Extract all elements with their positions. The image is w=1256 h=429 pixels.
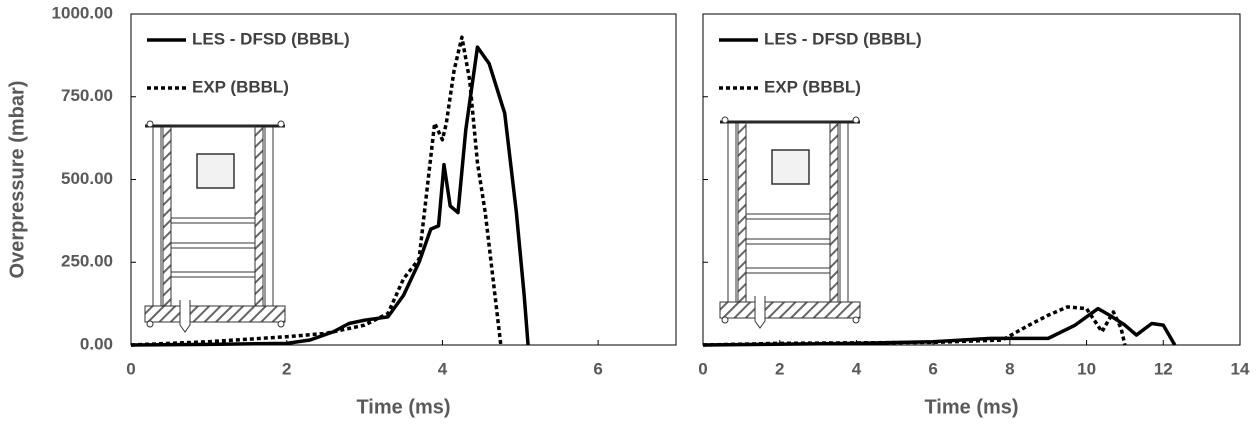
x-axis-label: Time (ms) — [356, 396, 450, 418]
y-tick-label: 500.00 — [61, 169, 113, 188]
y-tick-label: 0.00 — [80, 334, 113, 353]
x-tick-label: 14 — [1231, 359, 1250, 378]
x-tick-label: 0 — [698, 359, 707, 378]
x-tick-label: 2 — [282, 359, 291, 378]
legend-label: EXP (BBBL) — [764, 77, 861, 96]
x-tick-label: 8 — [1005, 359, 1014, 378]
legend-label: LES - DFSD (BBBL) — [192, 29, 350, 48]
y-tick-label: 750.00 — [61, 86, 113, 105]
x-tick-label: 10 — [1077, 359, 1096, 378]
x-tick-label: 6 — [928, 359, 937, 378]
x-tick-label: 4 — [852, 359, 862, 378]
rig-diagram — [718, 115, 862, 330]
x-tick-label: 0 — [126, 359, 135, 378]
legend-label: EXP (BBBL) — [192, 77, 289, 96]
x-tick-label: 6 — [593, 359, 602, 378]
x-tick-label: 12 — [1154, 359, 1173, 378]
x-tick-label: 4 — [438, 359, 448, 378]
y-axis-label: Overpressure (mbar) — [6, 81, 28, 279]
y-tick-label: 250.00 — [61, 252, 113, 271]
series-line — [130, 35, 503, 347]
y-tick-label: 1000.00 — [52, 3, 113, 22]
x-tick-label: 2 — [775, 359, 784, 378]
legend-label: LES - DFSD (BBBL) — [764, 29, 922, 48]
rig-diagram — [143, 119, 287, 334]
x-axis-label: Time (ms) — [924, 396, 1018, 418]
series-line — [130, 45, 530, 347]
series-line — [702, 305, 1127, 347]
